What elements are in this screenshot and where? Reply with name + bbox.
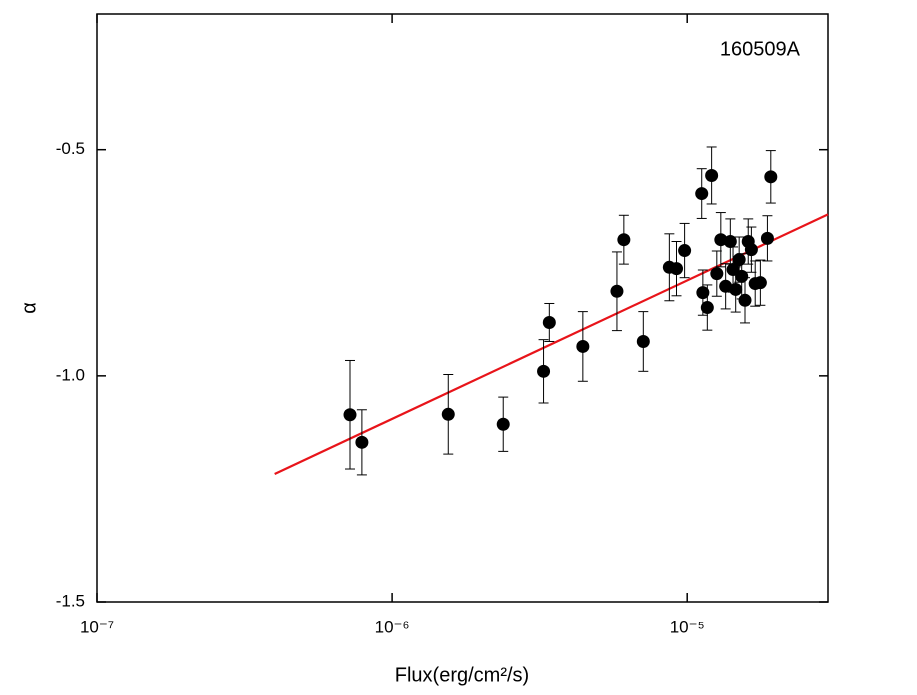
- point: [678, 244, 692, 258]
- x-tick-label: 10⁻⁷: [80, 617, 114, 636]
- point: [496, 417, 510, 431]
- y-axis-label: α: [18, 302, 40, 314]
- point: [732, 253, 746, 267]
- point: [719, 279, 733, 293]
- x-axis-label: Flux(erg/cm²/s): [395, 664, 529, 686]
- point: [738, 293, 752, 307]
- point: [542, 315, 556, 329]
- x-tick-label: 10⁻⁶: [375, 617, 410, 636]
- point: [764, 170, 778, 184]
- x-tick-label: 10⁻⁵: [670, 617, 705, 636]
- point: [355, 435, 369, 449]
- point: [744, 243, 758, 257]
- point: [729, 282, 743, 296]
- point: [537, 364, 551, 378]
- point: [735, 269, 749, 283]
- y-tick-label: -1.5: [56, 591, 85, 610]
- y-tick-label: -0.5: [56, 139, 85, 158]
- point: [760, 231, 774, 245]
- point: [696, 286, 710, 300]
- point: [636, 334, 650, 348]
- annotation: 160509A: [720, 38, 801, 60]
- point: [670, 262, 684, 276]
- point: [617, 233, 631, 247]
- point: [705, 168, 719, 182]
- point: [700, 301, 714, 315]
- point: [723, 235, 737, 249]
- point: [343, 408, 357, 422]
- point: [610, 284, 624, 298]
- point: [695, 187, 709, 201]
- point: [710, 267, 724, 281]
- y-tick-label: -1.0: [56, 365, 85, 384]
- point: [441, 407, 455, 421]
- point: [753, 276, 767, 290]
- plot-frame: [96, 13, 829, 603]
- point: [576, 339, 590, 353]
